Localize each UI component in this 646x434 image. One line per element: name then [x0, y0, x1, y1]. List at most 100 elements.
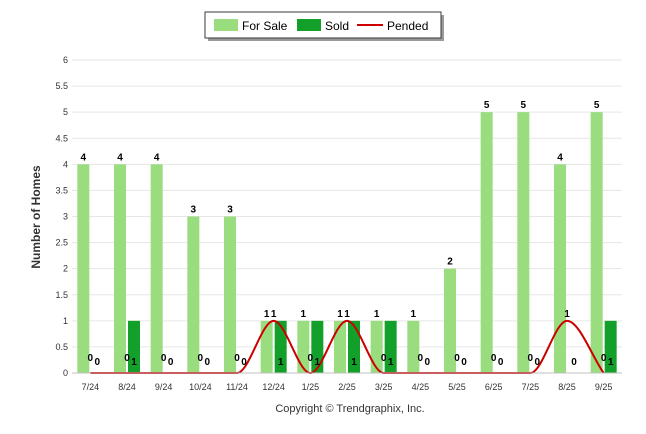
y-tick-label: 3	[63, 212, 68, 222]
bar-sold	[128, 320, 140, 373]
bar-for-sale	[297, 320, 310, 373]
data-label-for-sale: 1	[337, 309, 343, 320]
data-label-pended: 0	[88, 353, 94, 364]
data-label-for-sale: 1	[411, 309, 417, 320]
data-label-sold: 0	[535, 357, 541, 368]
bar-for-sale	[480, 112, 493, 374]
data-label-pended: 0	[454, 353, 460, 364]
data-label-pended: 0	[418, 353, 424, 364]
bar-for-sale	[334, 320, 346, 373]
bars	[77, 112, 617, 374]
axes: 0 0.5 1 1.5 2 2.5 3 3.5 4 4.5 5 5.5 6 7/24 8/24 9/24 10/…	[55, 55, 622, 392]
x-tick-label: 4/25	[412, 382, 430, 392]
data-label-pended: 0	[234, 353, 240, 364]
data-label-pended: 1	[344, 309, 350, 320]
copyright-text: Copyright © Trendgraphix, Inc.	[275, 403, 424, 415]
x-tick-label: 8/25	[558, 382, 576, 392]
x-tick-label: 7/24	[82, 382, 100, 392]
y-tick-label: 5.5	[55, 81, 68, 91]
data-label-for-sale: 4	[81, 152, 87, 163]
data-label-for-sale: 3	[191, 205, 197, 216]
bar-for-sale	[370, 320, 383, 373]
data-label-for-sale: 5	[594, 100, 600, 111]
x-tick-label: 2/25	[338, 382, 356, 392]
data-label-pended: 1	[271, 309, 277, 320]
data-label-pended: 0	[491, 353, 497, 364]
data-label-sold: 1	[315, 357, 321, 368]
bar-for-sale	[260, 320, 273, 373]
bar-sold	[274, 320, 287, 373]
data-label-sold: 0	[241, 357, 247, 368]
data-label-sold: 0	[168, 357, 174, 368]
data-label-for-sale: 1	[301, 309, 307, 320]
data-label-for-sale: 4	[117, 152, 123, 163]
data-label-sold: 0	[95, 357, 101, 368]
legend-box	[204, 11, 442, 39]
data-label-sold: 1	[351, 357, 357, 368]
legend-label-pended: Pended	[387, 19, 428, 33]
bar-for-sale	[554, 164, 566, 373]
bar-for-sale	[114, 164, 126, 373]
y-tick-label: 6	[63, 55, 68, 65]
data-label-sold: 1	[131, 357, 137, 368]
data-label-for-sale: 5	[484, 100, 490, 111]
bar-for-sale	[590, 112, 603, 374]
legend-label-for-sale: For Sale	[242, 19, 288, 33]
x-tick-label: 12/24	[262, 382, 285, 392]
data-label-for-sale: 4	[557, 152, 563, 163]
x-tick-label: 9/25	[595, 382, 613, 392]
grid	[72, 59, 622, 374]
legend-swatch-sold	[297, 19, 321, 31]
bar-for-sale	[77, 164, 90, 373]
x-tick-label: 7/25	[522, 382, 540, 392]
y-tick-label: 4.5	[55, 133, 68, 143]
x-tick-label: 10/24	[189, 382, 212, 392]
bar-for-sale	[187, 216, 200, 373]
bar-sold	[604, 320, 617, 373]
data-label-for-sale: 1	[264, 309, 270, 320]
bar-sold	[384, 320, 397, 373]
y-tick-label: 5	[63, 107, 68, 117]
y-tick-label: 4	[63, 159, 68, 169]
y-axis-title: Number of Homes	[29, 165, 43, 269]
legend-label-sold: Sold	[325, 19, 349, 33]
data-label-sold: 0	[461, 357, 467, 368]
data-label-sold: 1	[608, 357, 614, 368]
data-label-for-sale: 2	[447, 257, 453, 268]
y-tick-label: 1	[63, 316, 68, 326]
data-label-sold: 1	[278, 357, 284, 368]
x-tick-label: 9/24	[155, 382, 173, 392]
data-label-for-sale: 5	[521, 100, 527, 111]
y-tick-label: 2	[63, 264, 68, 274]
data-label-for-sale: 3	[227, 205, 233, 216]
legend: For Sale Sold Pended	[204, 11, 444, 41]
x-tick-label: 8/24	[118, 382, 136, 392]
bar-for-sale	[517, 112, 530, 374]
data-label-sold: 0	[571, 357, 577, 368]
bar-sold	[348, 320, 360, 373]
data-label-pended: 0	[124, 353, 130, 364]
data-label-pended: 0	[381, 353, 387, 364]
data-label-for-sale: 4	[154, 152, 160, 163]
bar-sold	[311, 320, 324, 373]
y-tick-label: 2.5	[55, 238, 68, 248]
x-tick-label: 6/25	[485, 382, 503, 392]
data-label-sold: 0	[425, 357, 431, 368]
x-tick-label: 11/24	[226, 382, 248, 392]
legend-swatch-for-sale	[214, 19, 238, 31]
data-label-pended: 0	[161, 353, 167, 364]
data-label-pended: 0	[198, 353, 204, 364]
data-label-pended: 1	[564, 309, 570, 320]
data-label-pended: 0	[308, 353, 314, 364]
data-label-pended: 0	[528, 353, 534, 364]
y-tick-label: 0.5	[55, 342, 68, 352]
data-label-pended: 0	[601, 353, 607, 364]
bar-for-sale	[407, 320, 420, 373]
x-tick-label: 5/25	[448, 382, 466, 392]
bar-for-sale	[444, 268, 456, 373]
data-label-sold: 1	[388, 357, 394, 368]
x-tick-label: 3/25	[375, 382, 393, 392]
